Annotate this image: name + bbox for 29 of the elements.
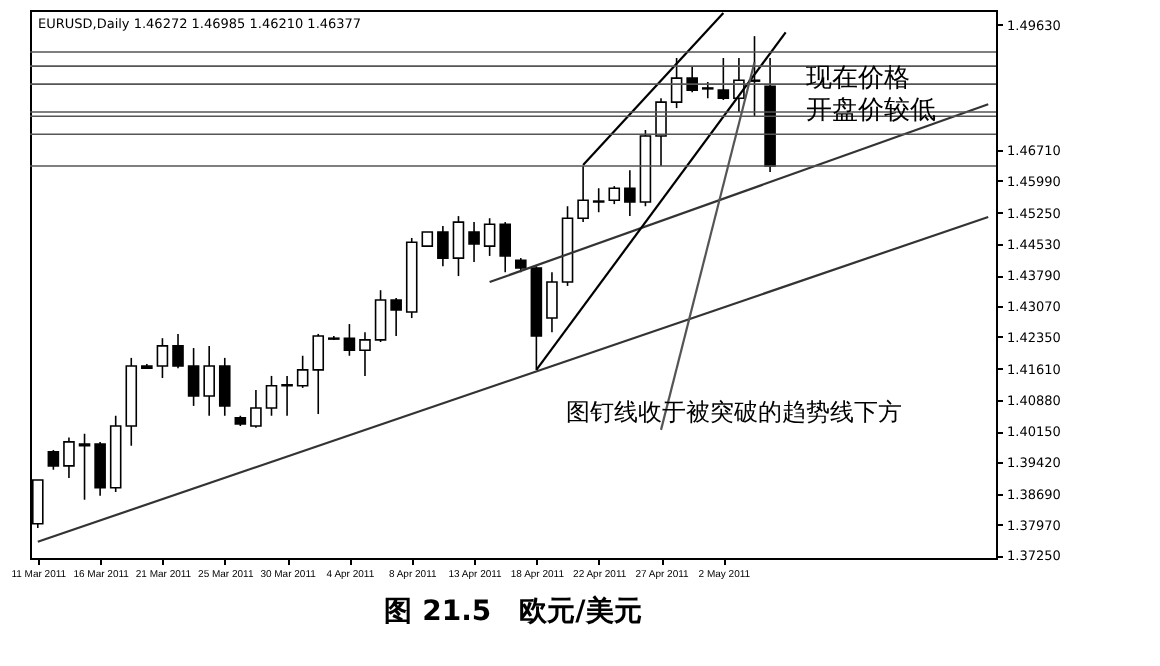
text: 图 21.5 欧元/美元 bbox=[384, 594, 642, 628]
candlestick bbox=[717, 57, 730, 101]
candlestick bbox=[499, 221, 512, 274]
candlestick bbox=[47, 449, 60, 471]
candlestick bbox=[250, 389, 262, 429]
candlestick bbox=[374, 289, 387, 343]
candlestick bbox=[63, 436, 75, 479]
candlestick bbox=[359, 331, 371, 377]
candlestick bbox=[546, 271, 558, 333]
candlestick bbox=[281, 375, 293, 417]
candlestick bbox=[78, 432, 91, 501]
candlestick bbox=[156, 337, 169, 379]
candlestick bbox=[312, 333, 325, 415]
candlestick bbox=[452, 215, 465, 277]
candlestick bbox=[172, 333, 184, 369]
candlestick bbox=[468, 221, 480, 263]
candlestick bbox=[670, 57, 683, 109]
candlestick bbox=[437, 225, 449, 268]
candlestick bbox=[218, 357, 231, 417]
candlestick bbox=[343, 323, 356, 357]
candlestick bbox=[94, 441, 106, 497]
candlestick bbox=[624, 169, 636, 217]
candlestick bbox=[187, 347, 200, 407]
candlestick bbox=[592, 187, 605, 214]
candlestick bbox=[265, 375, 278, 417]
candlestick bbox=[296, 354, 309, 389]
candlestick bbox=[203, 345, 215, 417]
candlestick bbox=[390, 297, 402, 337]
candlestick bbox=[483, 217, 496, 257]
